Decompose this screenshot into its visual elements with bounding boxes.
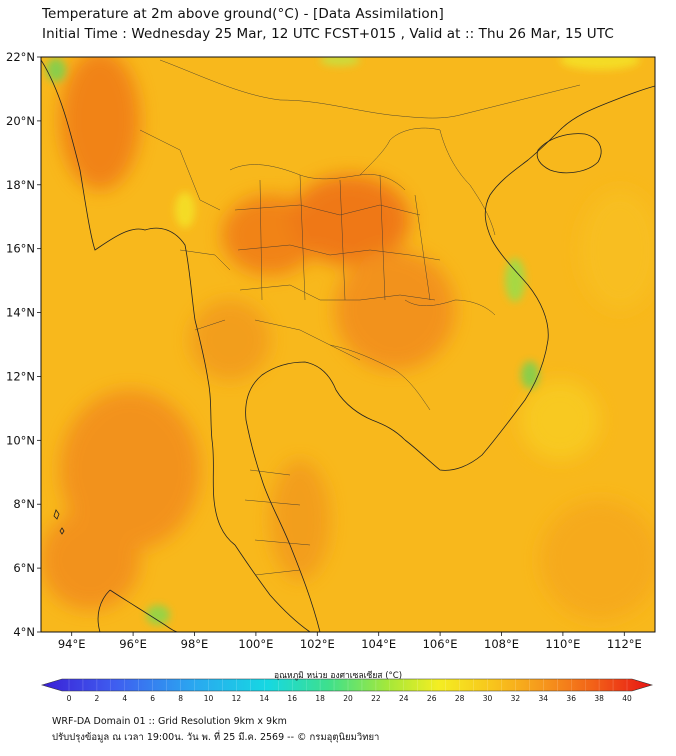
colorbar-tick-label: 2 [95,694,100,703]
lon-label: 100°E [238,637,273,651]
lat-label: 14°N [6,306,35,320]
colorbar-tick-label: 10 [204,694,214,703]
lat-label: 18°N [6,178,35,192]
lon-label: 106°E [423,637,458,651]
latitude-axis: 22°N 20°N 18°N 16°N 14°N 12°N 10°N 8°N 6°N 4°N [6,50,41,639]
lon-label: 110°E [545,637,580,651]
colorbar-tick-label: 24 [399,694,409,703]
colorbar-ticks: 0 2 4 6 8 10 12 14 16 18 20 22 24 26 28 30 32 34 36 38 40 [67,679,632,703]
lat-label: 4°N [13,625,35,639]
colorbar-tick-label: 30 [483,694,493,703]
lon-label: 98°E [181,637,209,651]
colorbar-tick-label: 40 [622,694,632,703]
colorbar-tick-label: 28 [455,694,465,703]
lon-label: 96°E [119,637,147,651]
footer-update-info: ปรับปรุงข้อมูล ณ เวลา 19:00น. วัน พ. ที่… [52,732,380,743]
colorbar-tick-label: 22 [371,694,381,703]
map-title: Temperature at 2m above ground(°C) - [Da… [42,6,444,22]
admin-borders [139,59,581,576]
temperature-field [41,57,655,632]
colorbar-tick-label: 4 [122,694,127,703]
colorbar-tick-label: 16 [287,694,297,703]
colorbar-tick-label: 20 [343,694,353,703]
colorbar-tick-label: 14 [260,694,270,703]
colorbar-tick-label: 34 [539,694,549,703]
lat-label: 16°N [6,242,35,256]
colorbar-title: อุณหภูมิ หน่วย องศาเซลเซียส (°C) [273,671,403,681]
lat-label: 20°N [6,114,35,128]
longitude-axis: 94°E 96°E 98°E 100°E 102°E 104°E 106°E 108°E 110… [58,632,642,651]
colorbar-tick-label: 0 [67,694,72,703]
colorbar-tick-label: 6 [150,694,155,703]
lon-label: 112°E [607,637,642,651]
lat-label: 10°N [6,433,35,447]
map-subtitle: Initial Time : Wednesday 25 Mar, 12 UTC … [42,26,614,42]
lon-label: 104°E [361,637,396,651]
colorbar: 0 2 4 6 8 10 12 14 16 18 20 22 24 26 28 30 32 34 36 38 40 [40,678,654,703]
lon-label: 94°E [58,637,86,651]
lat-label: 6°N [13,561,35,575]
colorbar-tick-label: 18 [315,694,325,703]
colorbar-tick-label: 38 [594,694,604,703]
map-frame [40,56,656,633]
colorbar-tick-label: 32 [511,694,521,703]
lat-label: 22°N [6,50,35,64]
colorbar-tick-label: 26 [427,694,437,703]
lat-label: 8°N [13,497,35,511]
colorbar-tick-label: 12 [232,694,242,703]
colorbar-tick-label: 8 [178,694,183,703]
lon-label: 108°E [484,637,519,651]
lat-label: 12°N [6,369,35,383]
lon-label: 102°E [300,637,335,651]
colorbar-tick-label: 36 [566,694,576,703]
footer-grid-info: WRF-DA Domain 01 :: Grid Resolution 9km … [52,716,287,727]
coastlines [41,59,655,632]
